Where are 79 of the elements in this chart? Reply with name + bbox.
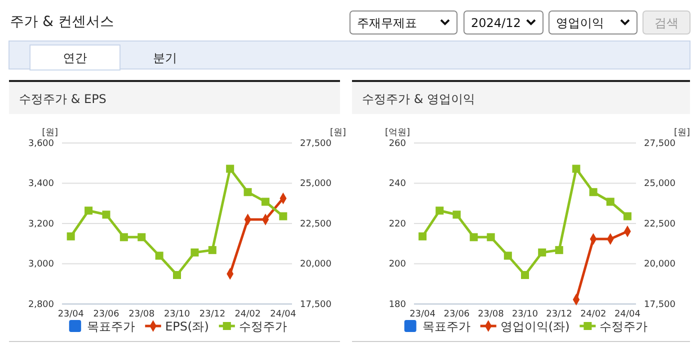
y-tick-label: 3,000 (28, 260, 54, 270)
point (138, 233, 146, 242)
x-tick-label: 23/10 (512, 309, 538, 320)
y-tick-label: 3,400 (28, 179, 54, 190)
y-tick-label: 180 (388, 300, 406, 310)
x-tick-label: 23/04 (410, 309, 436, 320)
point (572, 164, 580, 173)
point (486, 233, 495, 242)
text: 주재무제표 (357, 16, 417, 30)
legend-label: 수정주가 (238, 320, 287, 334)
y-tick-label: 2,800 (28, 300, 54, 310)
chart-title: 수정주가 & 영업이익 (362, 92, 475, 106)
y2-tick-label: 27,500 (644, 138, 676, 149)
point (208, 246, 216, 254)
y2-tick-label: 22,500 (300, 219, 332, 230)
text: 주가 & 컨센서스 (10, 14, 114, 30)
x-tick-label: 24/04 (614, 309, 641, 320)
point (504, 252, 512, 260)
point (452, 210, 461, 219)
x-tick-label: 23/04 (58, 309, 84, 320)
legend-label: 목표주가 (87, 320, 136, 334)
text: 연간 (63, 51, 87, 65)
y2-tick-label: 25,000 (644, 179, 676, 190)
y2-tick-label: 20,000 (644, 260, 676, 270)
y2-tick-label: 25,000 (300, 179, 332, 190)
point (120, 233, 128, 242)
point (66, 232, 75, 240)
point (623, 212, 632, 220)
point (538, 248, 546, 256)
point (84, 206, 93, 215)
x-tick-label: 23/08 (478, 309, 504, 320)
text: 분기 (153, 51, 177, 65)
y-tick-label: 220 (388, 219, 406, 230)
x-tick-label: 23/06 (93, 309, 120, 320)
point (436, 206, 444, 215)
y2-tick-label: 20,000 (300, 260, 332, 270)
point (261, 198, 270, 206)
x-tick-label: 24/04 (270, 309, 296, 320)
y2-tick-label: 17,500 (300, 300, 332, 310)
point (418, 232, 427, 240)
text: 2024/12 (471, 16, 521, 30)
point (244, 188, 252, 196)
point (470, 233, 478, 242)
point (589, 188, 598, 196)
x-tick-label: 23/06 (444, 309, 470, 320)
y-axis-title: [원] (42, 128, 58, 138)
y-tick-label: 3,200 (28, 219, 54, 230)
y-tick-label: 200 (388, 260, 406, 270)
y-axis-title: [억원] (384, 128, 410, 138)
y2-axis-title: [원] (674, 128, 690, 138)
legend-label: EPS(좌) (165, 320, 209, 334)
y-tick-label: 240 (388, 179, 406, 190)
point (555, 246, 564, 254)
y2-axis-title: [원] (330, 128, 346, 138)
legend-label: 영업이익(좌) (500, 320, 570, 334)
point (606, 198, 614, 206)
point (226, 164, 234, 173)
chart-title: 수정주가 & EPS (19, 92, 106, 106)
point (173, 271, 181, 280)
text: 영업이익 (556, 16, 604, 30)
y2-tick-label: 17,500 (644, 300, 676, 310)
y2-tick-label: 27,500 (300, 138, 332, 149)
text: 검색 (654, 16, 678, 30)
point (521, 271, 529, 280)
x-tick-label: 23/12 (546, 309, 572, 320)
x-tick-label: 23/08 (128, 309, 155, 320)
y2-tick-label: 22,500 (644, 219, 676, 230)
x-tick-label: 23/12 (199, 309, 226, 320)
x-tick-label: 23/10 (164, 309, 190, 320)
point (279, 212, 288, 220)
point (102, 210, 110, 219)
y-tick-label: 260 (388, 138, 406, 149)
point (190, 248, 199, 256)
point (155, 252, 164, 260)
y-tick-label: 3,600 (28, 138, 54, 149)
x-tick-label: 24/02 (234, 309, 261, 320)
x-tick-label: 24/02 (580, 309, 606, 320)
legend-label: 수정주가 (600, 320, 648, 334)
legend-label: 목표주가 (422, 320, 470, 334)
